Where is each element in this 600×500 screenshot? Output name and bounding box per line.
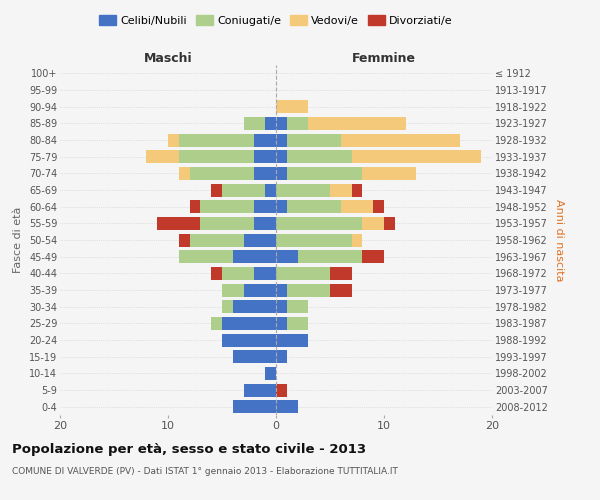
Y-axis label: Anni di nascita: Anni di nascita xyxy=(554,198,565,281)
Bar xyxy=(211,317,222,330)
Bar xyxy=(222,184,265,196)
Bar xyxy=(330,284,352,296)
Bar xyxy=(276,350,287,363)
Bar xyxy=(254,267,276,280)
Bar xyxy=(233,350,276,363)
Bar xyxy=(244,284,276,296)
Bar xyxy=(222,317,276,330)
Bar xyxy=(276,150,287,163)
Y-axis label: Fasce di età: Fasce di età xyxy=(13,207,23,273)
Bar xyxy=(287,200,341,213)
Bar xyxy=(276,250,298,263)
Bar xyxy=(276,400,298,413)
Bar xyxy=(362,217,384,230)
Bar xyxy=(211,184,222,196)
Bar xyxy=(384,217,395,230)
Legend: Celibi/Nubili, Coniugati/e, Vedovi/e, Divorziati/e: Celibi/Nubili, Coniugati/e, Vedovi/e, Di… xyxy=(95,10,457,30)
Bar xyxy=(233,300,276,313)
Bar xyxy=(244,234,276,246)
Text: COMUNE DI VALVERDE (PV) - Dati ISTAT 1° gennaio 2013 - Elaborazione TUTTITALIA.I: COMUNE DI VALVERDE (PV) - Dati ISTAT 1° … xyxy=(12,468,398,476)
Bar xyxy=(298,250,362,263)
Bar xyxy=(330,267,352,280)
Bar xyxy=(287,284,330,296)
Bar xyxy=(211,267,222,280)
Bar xyxy=(287,117,308,130)
Bar xyxy=(352,234,362,246)
Bar xyxy=(179,234,190,246)
Bar xyxy=(287,150,352,163)
Bar xyxy=(190,234,244,246)
Bar xyxy=(168,134,179,146)
Bar xyxy=(308,117,406,130)
Bar xyxy=(276,267,330,280)
Bar xyxy=(276,234,352,246)
Bar xyxy=(362,250,384,263)
Bar xyxy=(244,384,276,396)
Bar xyxy=(287,134,341,146)
Bar xyxy=(254,150,276,163)
Bar xyxy=(190,167,254,180)
Bar xyxy=(341,134,460,146)
Bar xyxy=(287,300,308,313)
Bar xyxy=(254,200,276,213)
Bar xyxy=(254,134,276,146)
Bar xyxy=(179,134,254,146)
Bar xyxy=(179,167,190,180)
Bar xyxy=(373,200,384,213)
Bar xyxy=(362,167,416,180)
Text: Popolazione per età, sesso e stato civile - 2013: Popolazione per età, sesso e stato civil… xyxy=(12,442,366,456)
Bar xyxy=(276,167,287,180)
Bar xyxy=(276,134,287,146)
Text: Femmine: Femmine xyxy=(352,52,416,65)
Bar xyxy=(254,217,276,230)
Bar xyxy=(265,117,276,130)
Bar xyxy=(276,117,287,130)
Bar xyxy=(233,250,276,263)
Bar xyxy=(233,400,276,413)
Bar xyxy=(276,200,287,213)
Bar xyxy=(179,150,254,163)
Bar xyxy=(265,184,276,196)
Bar xyxy=(157,217,200,230)
Bar xyxy=(287,317,308,330)
Bar xyxy=(276,184,330,196)
Bar xyxy=(222,334,276,346)
Bar xyxy=(190,200,200,213)
Bar xyxy=(222,284,244,296)
Bar xyxy=(352,184,362,196)
Bar xyxy=(265,367,276,380)
Bar xyxy=(200,217,254,230)
Bar xyxy=(276,284,287,296)
Bar xyxy=(222,267,254,280)
Bar xyxy=(146,150,179,163)
Bar xyxy=(276,100,308,113)
Bar xyxy=(341,200,373,213)
Bar xyxy=(179,250,233,263)
Bar xyxy=(330,184,352,196)
Text: Maschi: Maschi xyxy=(143,52,193,65)
Bar xyxy=(222,300,233,313)
Bar xyxy=(254,167,276,180)
Bar xyxy=(352,150,481,163)
Bar xyxy=(276,300,287,313)
Bar xyxy=(276,317,287,330)
Bar xyxy=(200,200,254,213)
Bar xyxy=(287,167,362,180)
Bar xyxy=(244,117,265,130)
Bar xyxy=(276,334,308,346)
Bar xyxy=(276,217,362,230)
Bar xyxy=(276,384,287,396)
